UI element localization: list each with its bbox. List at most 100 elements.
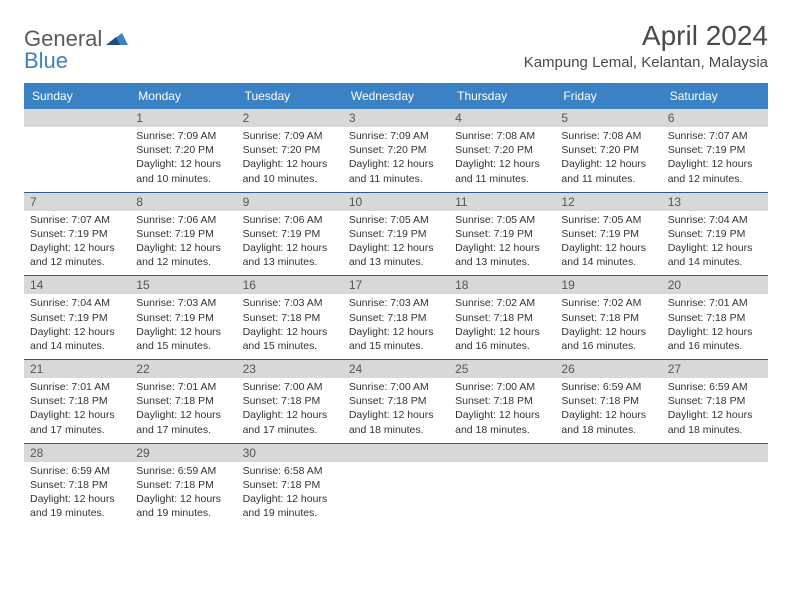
sunrise-text: Sunrise: 7:09 AM [243,129,337,143]
date-number: 6 [662,109,768,127]
day-cell [449,444,555,527]
daylight-text: Daylight: 12 hours and 14 minutes. [668,241,762,269]
weekday-header: Wednesday [343,83,449,109]
daylight-text: Daylight: 12 hours and 10 minutes. [136,157,230,185]
day-details: Sunrise: 7:08 AMSunset: 7:20 PMDaylight:… [555,127,661,192]
week-row: 14Sunrise: 7:04 AMSunset: 7:19 PMDayligh… [24,276,768,360]
month-title: April 2024 [524,20,768,52]
sunset-text: Sunset: 7:19 PM [30,311,124,325]
day-details: Sunrise: 7:07 AMSunset: 7:19 PMDaylight:… [662,127,768,192]
daylight-text: Daylight: 12 hours and 18 minutes. [455,408,549,436]
day-cell: 9Sunrise: 7:06 AMSunset: 7:19 PMDaylight… [237,193,343,276]
day-details: Sunrise: 6:59 AMSunset: 7:18 PMDaylight:… [24,462,130,527]
weekday-header: Thursday [449,83,555,109]
day-cell: 24Sunrise: 7:00 AMSunset: 7:18 PMDayligh… [343,360,449,443]
sunset-text: Sunset: 7:20 PM [243,143,337,157]
day-details: Sunrise: 7:00 AMSunset: 7:18 PMDaylight:… [343,378,449,443]
daylight-text: Daylight: 12 hours and 19 minutes. [136,492,230,520]
daylight-text: Daylight: 12 hours and 18 minutes. [668,408,762,436]
daylight-text: Daylight: 12 hours and 17 minutes. [30,408,124,436]
day-cell: 11Sunrise: 7:05 AMSunset: 7:19 PMDayligh… [449,193,555,276]
sunset-text: Sunset: 7:20 PM [349,143,443,157]
daylight-text: Daylight: 12 hours and 15 minutes. [136,325,230,353]
weekday-header: Saturday [662,83,768,109]
day-cell: 20Sunrise: 7:01 AMSunset: 7:18 PMDayligh… [662,276,768,359]
day-details: Sunrise: 6:59 AMSunset: 7:18 PMDaylight:… [130,462,236,527]
sunrise-text: Sunrise: 7:05 AM [561,213,655,227]
date-number: 28 [24,444,130,462]
daylight-text: Daylight: 12 hours and 14 minutes. [30,325,124,353]
sunrise-text: Sunrise: 7:01 AM [136,380,230,394]
sunrise-text: Sunrise: 7:09 AM [136,129,230,143]
sunset-text: Sunset: 7:18 PM [30,478,124,492]
day-cell: 13Sunrise: 7:04 AMSunset: 7:19 PMDayligh… [662,193,768,276]
daylight-text: Daylight: 12 hours and 14 minutes. [561,241,655,269]
day-cell: 25Sunrise: 7:00 AMSunset: 7:18 PMDayligh… [449,360,555,443]
day-cell: 29Sunrise: 6:59 AMSunset: 7:18 PMDayligh… [130,444,236,527]
day-details: Sunrise: 7:03 AMSunset: 7:18 PMDaylight:… [237,294,343,359]
sunset-text: Sunset: 7:19 PM [668,143,762,157]
sunset-text: Sunset: 7:18 PM [243,394,337,408]
day-cell: 7Sunrise: 7:07 AMSunset: 7:19 PMDaylight… [24,193,130,276]
sunset-text: Sunset: 7:18 PM [455,394,549,408]
date-number: 20 [662,276,768,294]
sunset-text: Sunset: 7:18 PM [243,311,337,325]
sunset-text: Sunset: 7:18 PM [30,394,124,408]
sunrise-text: Sunrise: 7:00 AM [349,380,443,394]
sunrise-text: Sunrise: 6:59 AM [668,380,762,394]
daylight-text: Daylight: 12 hours and 19 minutes. [30,492,124,520]
day-cell: 12Sunrise: 7:05 AMSunset: 7:19 PMDayligh… [555,193,661,276]
sunrise-text: Sunrise: 7:08 AM [561,129,655,143]
sunrise-text: Sunrise: 7:03 AM [136,296,230,310]
day-cell: 8Sunrise: 7:06 AMSunset: 7:19 PMDaylight… [130,193,236,276]
day-cell: 6Sunrise: 7:07 AMSunset: 7:19 PMDaylight… [662,109,768,192]
day-cell: 10Sunrise: 7:05 AMSunset: 7:19 PMDayligh… [343,193,449,276]
date-number [343,444,449,462]
sunset-text: Sunset: 7:18 PM [668,311,762,325]
day-cell [343,444,449,527]
sunrise-text: Sunrise: 7:03 AM [349,296,443,310]
sunrise-text: Sunrise: 6:58 AM [243,464,337,478]
day-details: Sunrise: 7:05 AMSunset: 7:19 PMDaylight:… [555,211,661,276]
day-cell: 21Sunrise: 7:01 AMSunset: 7:18 PMDayligh… [24,360,130,443]
date-number: 16 [237,276,343,294]
sunset-text: Sunset: 7:18 PM [561,394,655,408]
week-row: 7Sunrise: 7:07 AMSunset: 7:19 PMDaylight… [24,193,768,277]
day-details: Sunrise: 6:59 AMSunset: 7:18 PMDaylight:… [662,378,768,443]
day-details: Sunrise: 7:01 AMSunset: 7:18 PMDaylight:… [24,378,130,443]
sunrise-text: Sunrise: 7:06 AM [243,213,337,227]
day-cell [24,109,130,192]
day-details: Sunrise: 7:05 AMSunset: 7:19 PMDaylight:… [343,211,449,276]
day-details: Sunrise: 7:01 AMSunset: 7:18 PMDaylight:… [662,294,768,359]
day-cell: 18Sunrise: 7:02 AMSunset: 7:18 PMDayligh… [449,276,555,359]
date-number [449,444,555,462]
day-details: Sunrise: 7:00 AMSunset: 7:18 PMDaylight:… [237,378,343,443]
daylight-text: Daylight: 12 hours and 13 minutes. [349,241,443,269]
date-number: 7 [24,193,130,211]
day-cell: 16Sunrise: 7:03 AMSunset: 7:18 PMDayligh… [237,276,343,359]
calendar: Sunday Monday Tuesday Wednesday Thursday… [24,83,768,526]
sunset-text: Sunset: 7:20 PM [455,143,549,157]
date-number: 25 [449,360,555,378]
sunrise-text: Sunrise: 7:02 AM [561,296,655,310]
weekday-header: Tuesday [237,83,343,109]
sunset-text: Sunset: 7:18 PM [455,311,549,325]
weekday-header-row: Sunday Monday Tuesday Wednesday Thursday… [24,83,768,109]
sunrise-text: Sunrise: 7:05 AM [349,213,443,227]
sunrise-text: Sunrise: 7:00 AM [243,380,337,394]
location-label: Kampung Lemal, Kelantan, Malaysia [524,54,768,71]
sunset-text: Sunset: 7:19 PM [30,227,124,241]
date-number: 2 [237,109,343,127]
sunset-text: Sunset: 7:20 PM [561,143,655,157]
sunset-text: Sunset: 7:19 PM [455,227,549,241]
sunset-text: Sunset: 7:19 PM [349,227,443,241]
sunset-text: Sunset: 7:19 PM [243,227,337,241]
daylight-text: Daylight: 12 hours and 17 minutes. [136,408,230,436]
sunset-text: Sunset: 7:19 PM [668,227,762,241]
day-details: Sunrise: 7:02 AMSunset: 7:18 PMDaylight:… [555,294,661,359]
date-number: 14 [24,276,130,294]
day-details: Sunrise: 6:59 AMSunset: 7:18 PMDaylight:… [555,378,661,443]
day-details: Sunrise: 7:05 AMSunset: 7:19 PMDaylight:… [449,211,555,276]
sunset-text: Sunset: 7:18 PM [136,394,230,408]
sunrise-text: Sunrise: 6:59 AM [561,380,655,394]
